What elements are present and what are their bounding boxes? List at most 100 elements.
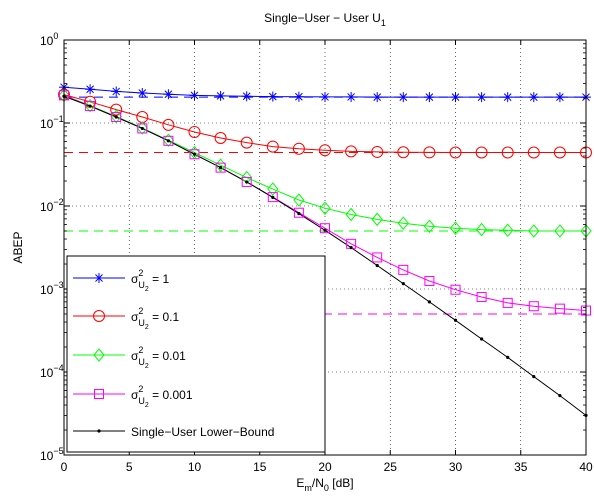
- diamond-marker: [371, 212, 383, 227]
- square-marker: [94, 389, 104, 399]
- y-tick-label: 100: [40, 31, 58, 48]
- square-marker: [554, 303, 565, 314]
- dot-marker: [297, 211, 301, 216]
- legend-entry-label: σ2 U2 = 0.1: [131, 306, 180, 331]
- circle-marker: [475, 146, 488, 159]
- star-marker: [293, 91, 304, 102]
- dot-marker: [97, 429, 101, 433]
- square-marker: [528, 301, 539, 312]
- dot-marker: [192, 152, 197, 156]
- diamond-marker: [93, 348, 105, 362]
- dot-marker: [506, 355, 510, 359]
- y-tick-label: 10−3: [40, 280, 64, 297]
- star-marker: [528, 92, 539, 103]
- star-marker: [398, 92, 409, 103]
- x-tick-label: 40: [579, 460, 593, 474]
- square-marker: [398, 264, 409, 275]
- y-tick-label: 10−1: [40, 114, 64, 131]
- star-marker: [502, 92, 513, 103]
- circle-marker: [449, 146, 462, 159]
- dot-marker: [88, 104, 92, 108]
- square-marker: [293, 207, 304, 218]
- square-marker: [476, 292, 487, 303]
- dot-marker: [558, 393, 562, 398]
- y-tick-exponent: −3: [53, 280, 63, 290]
- diamond-marker: [528, 224, 540, 238]
- star-marker: [163, 89, 174, 100]
- y-tick-exponent: −1: [53, 114, 63, 124]
- diamond-marker: [475, 222, 488, 237]
- dot-marker: [401, 282, 405, 286]
- diamond-marker: [110, 109, 122, 124]
- diamond-marker: [319, 201, 331, 216]
- square-marker: [137, 123, 148, 134]
- circle-marker: [266, 140, 279, 153]
- star-marker: [189, 90, 200, 101]
- x-axis-title: Em/N0 [dB]: [296, 476, 353, 493]
- dot-marker: [219, 166, 223, 170]
- dot-marker: [453, 318, 458, 322]
- star-marker: [372, 92, 383, 103]
- circle-marker: [188, 125, 201, 138]
- star-marker: [424, 92, 435, 103]
- square-marker: [85, 101, 96, 112]
- dot-marker: [114, 115, 118, 119]
- star-marker: [320, 91, 330, 102]
- legend-entry-label: σ2 U2 = 0.01: [131, 345, 186, 370]
- square-marker: [267, 192, 278, 203]
- legend-entry-label: σ2 U2 = 1: [131, 268, 170, 293]
- dot-marker: [140, 126, 144, 131]
- diamond-marker: [397, 216, 409, 231]
- diamond-marker: [241, 170, 253, 185]
- circle-marker: [423, 146, 436, 159]
- dot-marker: [349, 246, 353, 250]
- square-marker: [502, 297, 513, 308]
- y-tick-label: 10−4: [40, 363, 64, 380]
- legend-entry-label: Single−User Lower−Bound: [131, 425, 274, 439]
- star-marker: [111, 86, 122, 97]
- x-tick-label: 35: [514, 460, 528, 474]
- y-tick-exponent: 0: [53, 31, 58, 41]
- dot-marker: [480, 337, 484, 341]
- circle-marker: [501, 146, 514, 159]
- circle-marker: [371, 145, 384, 158]
- diamond-marker: [84, 98, 96, 113]
- circle-marker: [110, 103, 123, 116]
- diamond-marker: [162, 133, 175, 148]
- legend: σ2 U2 = 1 σ2 U2 = 0.1 σ2 U2 = 0.01 σ2 U2 = 0.00…: [66, 255, 326, 453]
- diamond-marker: [502, 223, 514, 238]
- circle-marker: [527, 146, 540, 159]
- y-tick-exponent: −5: [53, 446, 63, 456]
- circle-marker: [345, 145, 358, 158]
- legend-box: [66, 255, 326, 453]
- square-marker: [372, 252, 383, 263]
- square-marker: [189, 149, 200, 160]
- square-marker: [111, 112, 122, 123]
- x-tick-label: 30: [449, 460, 463, 474]
- x-tick-label: 10: [188, 460, 202, 474]
- circle-marker: [162, 118, 175, 131]
- series-markers: [58, 82, 592, 417]
- circle-marker: [553, 146, 566, 159]
- dot-marker: [532, 375, 536, 379]
- square-marker: [241, 176, 252, 187]
- square-marker: [163, 135, 174, 146]
- series-line: [63, 94, 586, 153]
- star-marker: [450, 92, 461, 103]
- x-tick-label: 25: [384, 460, 398, 474]
- dot-marker: [323, 228, 327, 232]
- circle-marker: [397, 146, 410, 159]
- star-marker: [476, 92, 487, 103]
- diamond-marker: [423, 219, 436, 234]
- square-marker: [424, 275, 435, 286]
- diamond-marker: [554, 224, 566, 238]
- square-marker: [320, 223, 330, 234]
- circle-marker: [292, 142, 305, 155]
- x-tick-label: 5: [126, 460, 133, 474]
- dot-marker: [166, 139, 170, 143]
- x-tick-label: 0: [61, 460, 68, 474]
- diamond-marker: [449, 221, 462, 235]
- y-tick-exponent: −2: [53, 197, 63, 207]
- star-marker: [346, 91, 357, 102]
